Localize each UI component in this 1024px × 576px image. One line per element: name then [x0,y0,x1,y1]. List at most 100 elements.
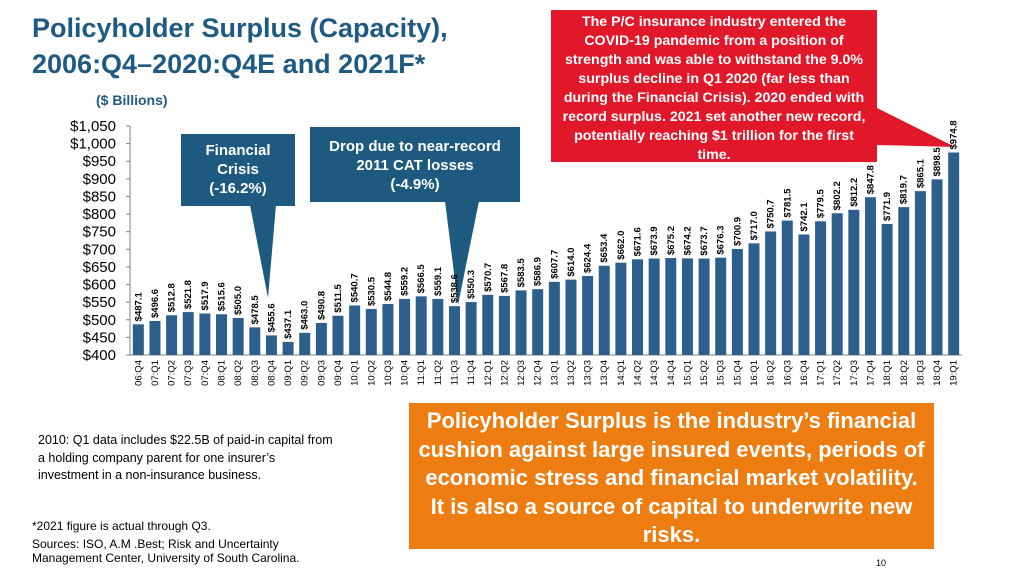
x-tick-label: 09:Q3 [316,360,327,386]
bar-value-label: $865.1 [915,158,926,188]
bar-value-label: $779.5 [816,189,827,219]
bar [665,258,677,355]
y-tick-label: $650 [83,259,116,276]
bar-value-label: $586.9 [533,257,544,286]
x-tick-label: 14:Q2 [633,360,644,386]
bar [848,209,860,355]
x-axis: 06:Q4 07:Q1 07:Q2 07:Q3 07:Q4 08:Q1 08:Q2 08:Q3… [133,360,959,386]
bar-value-label: $742.1 [799,202,810,232]
x-tick-label: 18:Q2 [899,360,910,386]
bar [781,220,793,355]
x-tick-label: 12:Q1 [483,360,494,386]
bar-value-label: $662.0 [616,231,627,260]
bar [598,265,610,355]
bar-value-label: $505.0 [233,286,244,315]
bar-value-label: $676.3 [716,226,727,255]
x-tick-label: 17:Q4 [865,360,876,386]
x-tick-label: 15:Q2 [699,360,710,386]
bar [615,262,627,355]
page-title: Policyholder Surplus (Capacity), 2006:Q4… [32,13,448,79]
bar [715,257,727,355]
x-tick-label: 09:Q2 [300,360,311,386]
x-tick-label: 08:Q2 [233,360,244,386]
bar [765,231,777,355]
x-tick-label: 08:Q4 [266,360,277,386]
bar [698,258,710,355]
bar [299,332,311,355]
bar [565,279,577,355]
bar [432,298,444,355]
x-tick-label: 16:Q3 [782,360,793,386]
bar-value-label: $540.7 [350,273,361,302]
financial-crisis-line-2: Crisis [217,161,259,178]
bar-value-label: $802.2 [832,181,843,210]
x-tick-label: 15:Q3 [716,360,727,386]
bar-value-label: $974.8 [949,120,960,149]
bar [831,213,843,355]
x-tick-label: 16:Q2 [766,360,777,386]
y-tick-label: $950 [83,153,116,170]
x-tick-label: 08:Q3 [250,360,261,386]
note-2021: *2021 figure is actual through Q3. [32,519,211,533]
x-tick-label: 10:Q3 [383,360,394,386]
surplus-definition-callout: Policyholder Surplus is the industry’s f… [409,403,934,549]
bar-value-label: $515.6 [217,282,228,311]
y-tick-label: $400 [83,347,116,364]
x-tick-label: 15:Q4 [732,360,743,386]
financial-crisis-arrow [250,205,276,298]
y-tick-label: $700 [83,241,116,258]
bar-value-label: $511.5 [333,283,344,312]
cat-losses-line-3: (-4.9%) [390,176,440,193]
bar [731,248,743,355]
x-tick-label: 18:Q1 [882,360,893,386]
x-tick-label: 17:Q2 [832,360,843,386]
bar [548,281,560,355]
bar [881,223,893,355]
x-tick-label: 12:Q2 [499,360,510,386]
y-tick-label: $1,050 [70,118,116,135]
bar [648,258,660,355]
bar-value-label: $700.9 [732,217,743,246]
bar [166,315,178,355]
callout-arrows [250,108,955,305]
bar-value-label: $614.0 [566,248,577,277]
bar [149,320,161,355]
bar-value-label: $521.8 [183,280,194,309]
bar-value-label: $567.8 [499,264,510,293]
bar-value-label: $607.7 [549,250,560,279]
financial-crisis-line-3: (-16.2%) [209,180,267,197]
x-tick-label: 08:Q1 [217,360,228,386]
financial-crisis-callout: Financial Crisis (-16.2%) [181,134,295,206]
bar-value-label: $496.6 [150,289,161,318]
bar-value-label: $490.8 [316,291,327,320]
bar [315,323,327,355]
bar-value-label: $673.9 [649,226,660,255]
units-label: ($ Billions) [96,92,168,108]
x-tick-label: 13:Q3 [583,360,594,386]
bar [465,302,477,355]
bar-value-label: $487.1 [133,292,144,322]
y-tick-label: $550 [83,294,116,311]
bar-value-label: $898.5 [932,147,943,177]
page-number: 10 [876,558,887,568]
bar-value-label: $671.6 [633,227,644,256]
x-tick-label: 13:Q1 [549,360,560,386]
cat-losses-line-1: Drop due to near-record [329,138,501,155]
bar [914,191,926,355]
cat-losses-arrow [445,201,479,305]
bar [249,327,261,355]
x-tick-label: 18:Q3 [915,360,926,386]
x-tick-label: 07:Q2 [167,360,178,386]
bar-value-label: $437.1 [283,309,294,339]
x-tick-label: 15:Q1 [682,360,693,386]
bar [632,259,644,355]
bar-value-label: $653.4 [599,233,610,263]
x-tick-label: 17:Q1 [816,360,827,386]
x-tick-label: 07:Q4 [200,360,211,386]
bar [365,309,377,355]
bar [199,313,211,355]
bar-value-label: $674.2 [682,226,693,255]
x-tick-label: 16:Q4 [799,360,810,386]
cat-losses-callout: Drop due to near-record 2011 CAT losses … [310,127,520,202]
bar [582,275,594,355]
